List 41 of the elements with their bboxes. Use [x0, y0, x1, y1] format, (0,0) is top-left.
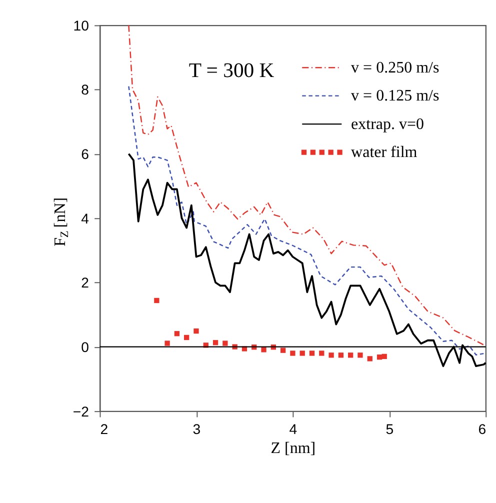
y-tick-label: 8	[81, 82, 90, 98]
point	[338, 352, 344, 358]
point	[376, 354, 382, 360]
point	[328, 352, 334, 358]
y-tick-label: 4	[81, 210, 90, 226]
y-tick-label: 6	[81, 146, 90, 162]
point	[300, 350, 305, 356]
legend-label: water film	[351, 144, 418, 161]
y-axis-title: FZ [nN]	[52, 197, 71, 246]
point	[319, 350, 324, 356]
point	[261, 347, 266, 352]
point	[358, 352, 363, 358]
point	[194, 328, 199, 334]
legend-label: v = 0.250 m/s	[351, 59, 440, 76]
y-tick-label: −2	[72, 403, 90, 420]
x-tick-label: 6	[478, 421, 486, 438]
x-tick-label: 2	[100, 421, 108, 438]
legend-label: v = 0.125 m/s	[351, 88, 440, 105]
point	[382, 354, 387, 360]
point	[348, 352, 354, 358]
point	[184, 334, 190, 340]
x-axis-title: Z [nm]	[270, 440, 316, 457]
x-tick-label: 5	[386, 421, 394, 438]
x-tick-label: 3	[192, 421, 201, 438]
point	[309, 350, 315, 356]
point	[154, 298, 160, 304]
y-tick-label: 0	[81, 338, 90, 355]
point	[212, 340, 218, 346]
line-series	[128, 24, 486, 346]
line-series	[128, 86, 486, 356]
annotation: T = 300 K	[188, 60, 274, 82]
point	[290, 350, 296, 356]
point	[280, 348, 286, 353]
point	[164, 340, 170, 346]
y-tick-label: 2	[81, 274, 90, 291]
point	[222, 340, 228, 346]
point	[367, 356, 372, 362]
y-tick-label: 10	[73, 17, 90, 34]
point	[174, 331, 180, 336]
x-tick-label: 4	[289, 421, 298, 438]
legend-label: extrap. v=0	[351, 116, 424, 133]
